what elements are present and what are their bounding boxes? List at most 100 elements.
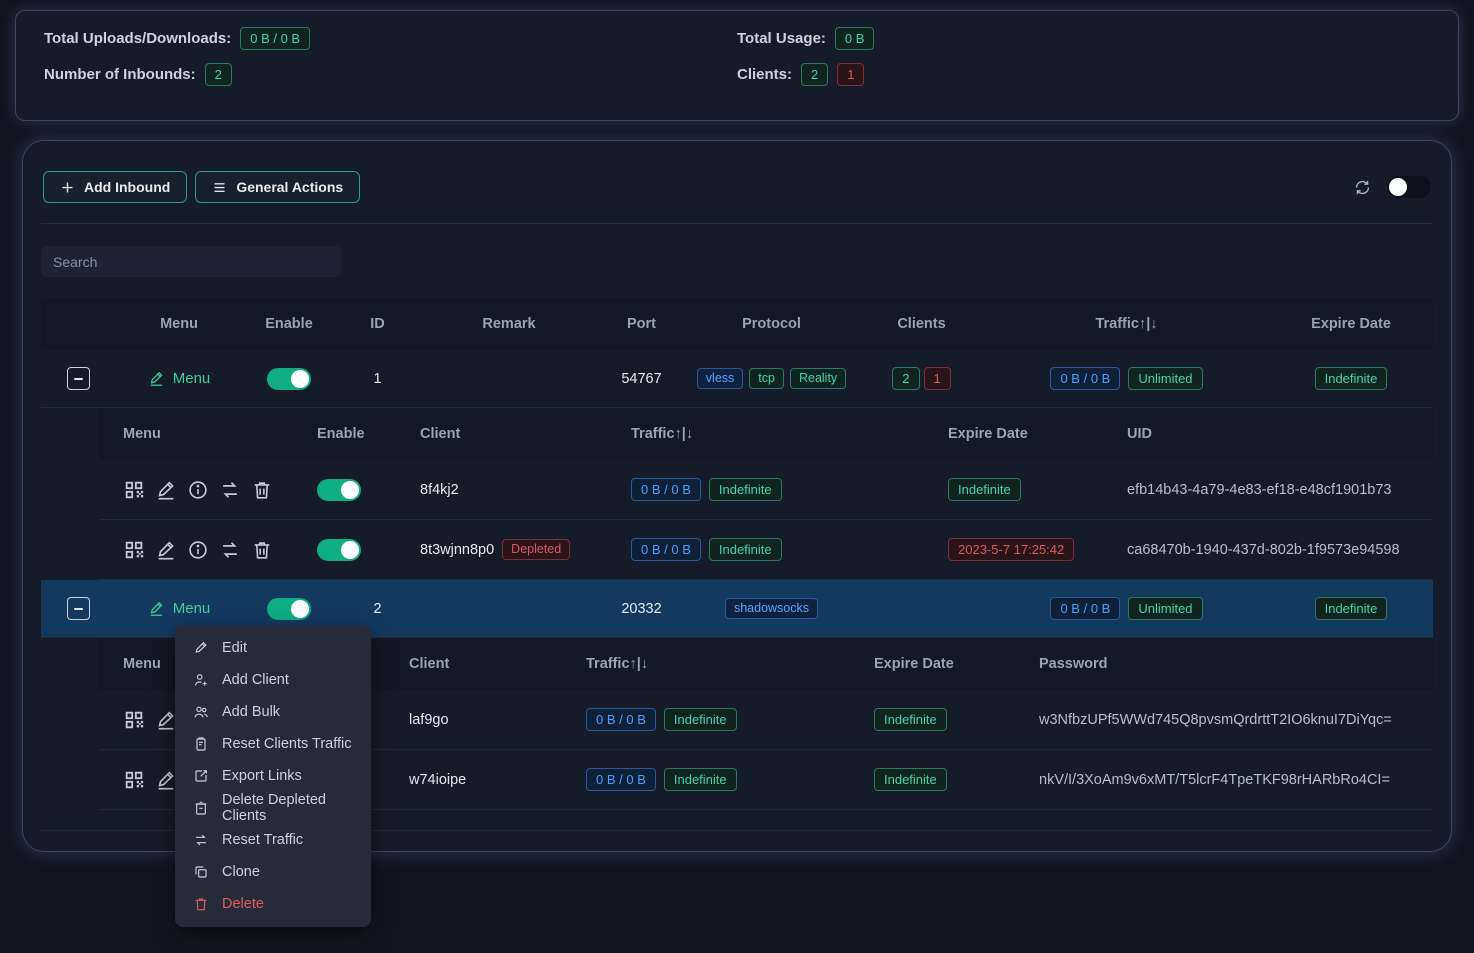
clients-depleted-badge: 1 (837, 63, 865, 86)
toggle-knob (291, 369, 309, 388)
col-header-traffic[interactable]: Traffic↑|↓ (586, 656, 649, 672)
users-icon (193, 704, 209, 720)
search-input[interactable] (41, 246, 341, 277)
client-name: 8f4kj2 (420, 481, 459, 498)
edit-client-icon[interactable] (155, 709, 177, 731)
toolbar: Add Inbound General Actions (43, 141, 1431, 203)
edit-client-icon[interactable] (155, 769, 177, 791)
client-name: w74ioipe (409, 771, 467, 788)
client-enable-toggle[interactable] (317, 538, 361, 561)
traffic-badge: 0 B / 0 B (631, 538, 701, 561)
refresh-icon[interactable] (1353, 178, 1372, 197)
menu-item-label: Delete Depleted Clients (222, 792, 326, 824)
client-enable-toggle[interactable] (317, 478, 361, 501)
stat-label: Total Uploads/Downloads: (44, 30, 232, 47)
col-header-client: Client (420, 426, 461, 442)
traffic-limit-badge: Unlimited (1128, 367, 1203, 390)
stat-value-badge: 0 B (834, 27, 875, 50)
table-footer-spacer (41, 810, 1433, 831)
col-header-expand (41, 298, 116, 350)
stat-value-badge: 2 (204, 63, 232, 86)
menu-item-label: Add Bulk (222, 704, 281, 720)
client-row: 8t3wjnn8p0 Depleted 0 B / 0 B Indefinite… (99, 520, 1433, 580)
inbound-remark (419, 350, 599, 407)
stats-card: Total Uploads/Downloads: 0 B / 0 B Total… (15, 10, 1459, 121)
col-header-traffic[interactable]: Traffic↑|↓ (631, 426, 694, 442)
traffic-badge: 0 B / 0 B (1050, 597, 1121, 620)
info-icon[interactable] (187, 479, 209, 501)
traffic-limit-badge: Indefinite (708, 538, 782, 561)
menu-item-add-client[interactable]: Add Client (175, 664, 371, 696)
minus-icon (74, 377, 83, 380)
qrcode-icon[interactable] (123, 539, 145, 561)
user-add-icon (193, 672, 209, 688)
general-actions-button[interactable]: General Actions (195, 171, 361, 203)
delete-client-icon[interactable] (251, 539, 273, 561)
hamburger-icon (212, 180, 227, 195)
stat-total-usage: Total Usage: 0 B (737, 27, 1430, 50)
toolbar-right (1353, 176, 1431, 198)
qrcode-icon[interactable] (123, 709, 145, 731)
enable-toggle[interactable] (267, 597, 311, 620)
clients-depleted-badge: 1 (923, 367, 951, 390)
clients-active-badge: 2 (801, 63, 829, 86)
stat-label: Clients: (737, 66, 793, 83)
menu-item-reset-traffic[interactable]: Reset Traffic (175, 824, 371, 856)
reset-traffic-icon[interactable] (219, 539, 241, 561)
export-icon (193, 768, 209, 784)
col-header-expire: Expire Date (1311, 316, 1391, 332)
trash-icon (193, 896, 209, 912)
delete-client-icon[interactable] (251, 479, 273, 501)
client-row: w74ioipe 0 B / 0 B Indefinite Indefinite… (99, 750, 1433, 810)
enable-toggle[interactable] (267, 367, 311, 390)
col-header-port: Port (627, 316, 656, 332)
menu-item-export-links[interactable]: Export Links (175, 760, 371, 792)
menu-item-edit[interactable]: Edit (175, 632, 371, 664)
menu-item-label: Reset Clients Traffic (222, 736, 352, 752)
menu-item-label: Delete (222, 896, 264, 912)
clipboard-icon (193, 736, 209, 752)
general-actions-label: General Actions (236, 179, 344, 195)
clients-active-badge: 2 (892, 367, 920, 390)
col-header-password: Password (1039, 656, 1108, 672)
reset-traffic-icon[interactable] (219, 479, 241, 501)
menu-item-reset-clients-traffic[interactable]: Reset Clients Traffic (175, 728, 371, 760)
col-header-uid: UID (1127, 426, 1152, 442)
inbound-port: 20332 (621, 600, 662, 617)
sync-icon (193, 832, 209, 848)
minus-icon (74, 607, 83, 610)
stat-label: Total Usage: (737, 30, 826, 47)
theme-toggle[interactable] (1387, 176, 1431, 198)
info-icon[interactable] (187, 539, 209, 561)
col-header-expire: Expire Date (874, 656, 954, 672)
collapse-row-button[interactable] (67, 597, 90, 620)
collapse-row-button[interactable] (67, 367, 90, 390)
edit-client-icon[interactable] (155, 539, 177, 561)
menu-item-add-bulk[interactable]: Add Bulk (175, 696, 371, 728)
menu-item-label: Clone (222, 864, 260, 880)
qrcode-icon[interactable] (123, 479, 145, 501)
inbounds-table-header: Menu Enable ID Remark Port Protocol Clie… (41, 298, 1433, 350)
inbound-menu-button[interactable]: Menu (148, 600, 210, 617)
menu-item-clone[interactable]: Clone (175, 856, 371, 888)
inbound-row-1: Menu 1 54767 vless tcp Reality 2 1 0 B / (41, 350, 1433, 408)
add-inbound-button[interactable]: Add Inbound (43, 171, 188, 203)
stat-clients: Clients: 2 1 (737, 63, 1430, 86)
inbound-menu-button[interactable]: Menu (148, 370, 210, 387)
menu-item-delete-depleted-clients[interactable]: Delete Depleted Clients (175, 792, 371, 824)
col-header-client: Client (409, 656, 450, 672)
expire-badge: Indefinite (948, 478, 1021, 501)
col-header-enable: Enable (265, 316, 313, 332)
col-header-traffic[interactable]: Traffic↑|↓ (1095, 316, 1158, 332)
menu-item-label: Add Client (222, 672, 289, 688)
menu-item-delete[interactable]: Delete (175, 888, 371, 920)
expire-badge: Indefinite (874, 708, 947, 731)
toolbar-divider (41, 223, 1433, 224)
edit-pencil-icon (193, 640, 209, 656)
traffic-badge: 0 B / 0 B (631, 478, 701, 501)
protocol-tag: shadowsocks (724, 598, 819, 619)
expire-badge: Indefinite (1314, 367, 1388, 390)
edit-client-icon[interactable] (155, 479, 177, 501)
qrcode-icon[interactable] (123, 769, 145, 791)
